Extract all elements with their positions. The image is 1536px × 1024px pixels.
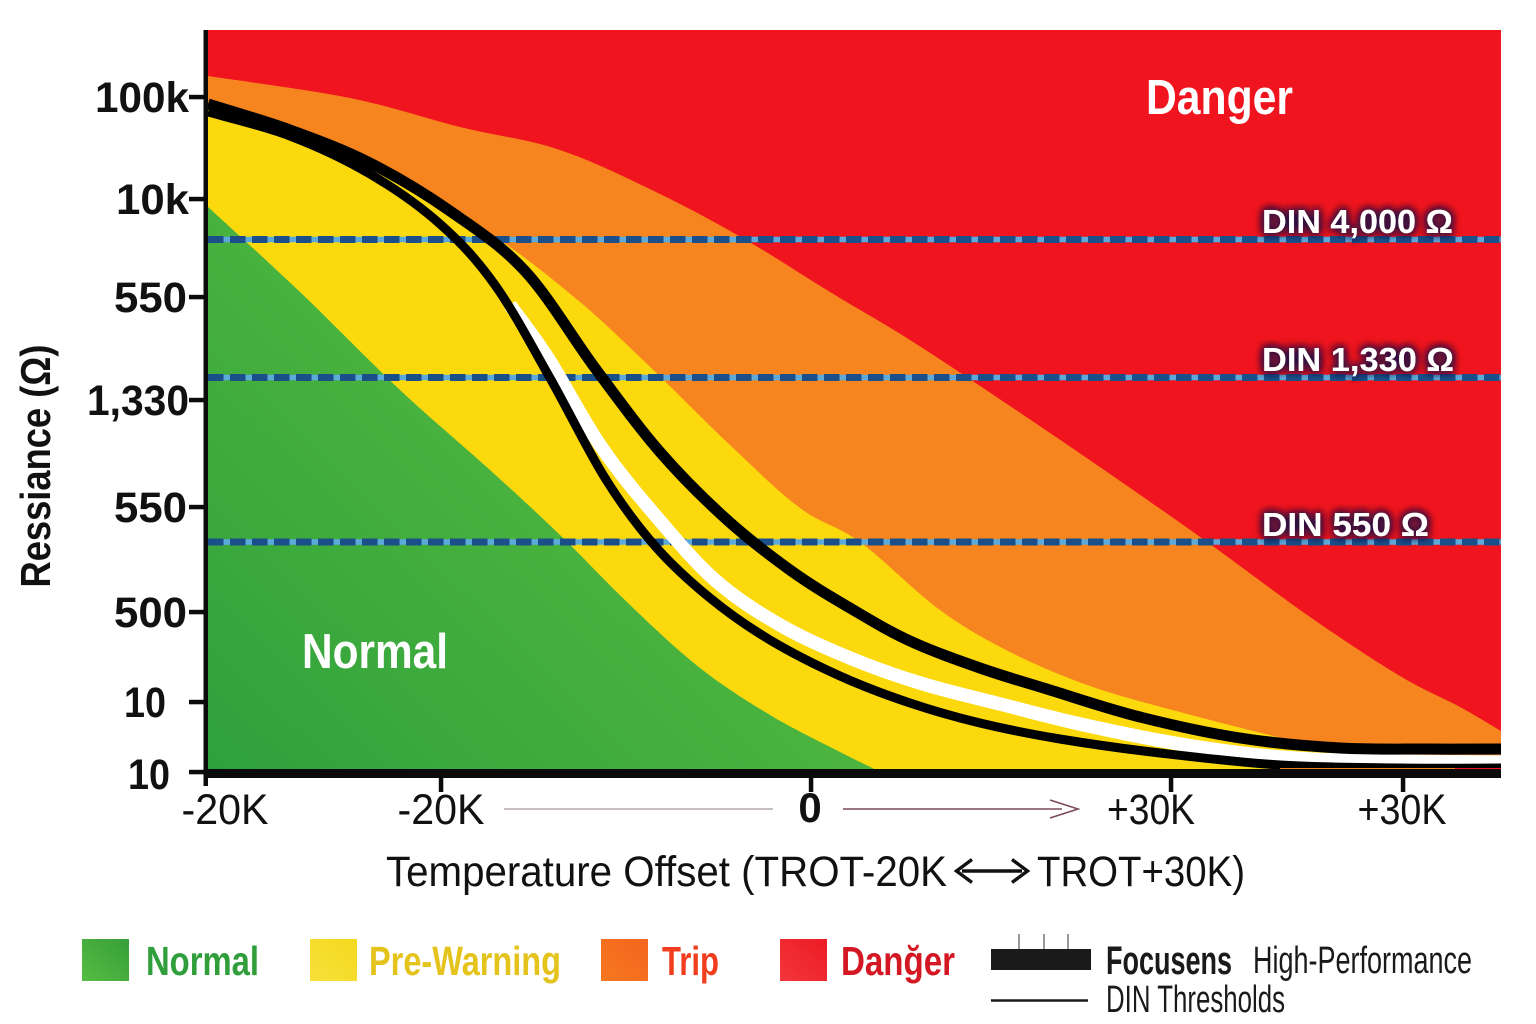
svg-text:Pre-Warning: Pre-Warning — [369, 938, 561, 984]
svg-text:550: 550 — [114, 274, 187, 322]
svg-text:1,330: 1,330 — [87, 377, 189, 425]
svg-text:DIN 1,330 Ω: DIN 1,330 Ω — [1262, 341, 1454, 378]
svg-text:DIN Thresholds: DIN Thresholds — [1106, 979, 1285, 1021]
svg-text:DIN 550 Ω: DIN 550 Ω — [1262, 506, 1429, 543]
svg-text:-20K: -20K — [398, 786, 485, 834]
svg-text:Trip: Trip — [662, 938, 719, 984]
svg-text:100k: 100k — [95, 74, 189, 122]
svg-text:Normal: Normal — [146, 938, 259, 984]
svg-text:Focusens: Focusens — [1106, 939, 1232, 983]
svg-text:10: 10 — [128, 751, 170, 799]
svg-text:Ressiance (Ω): Ressiance (Ω) — [12, 345, 59, 588]
svg-text:DIN 4,000 Ω: DIN 4,000 Ω — [1262, 203, 1453, 240]
svg-text:Temperature Offset (TROT-20K: Temperature Offset (TROT-20K — [386, 848, 947, 896]
svg-text:+30K: +30K — [1107, 786, 1195, 834]
svg-text:10: 10 — [124, 679, 166, 727]
svg-text:550: 550 — [114, 484, 187, 532]
svg-text:High-Performance: High-Performance — [1253, 940, 1472, 982]
svg-text:-20K: -20K — [182, 786, 269, 834]
svg-text:10k: 10k — [116, 176, 189, 224]
svg-text:500: 500 — [114, 589, 187, 637]
svg-text:Normal: Normal — [302, 625, 448, 679]
svg-text:+30K: +30K — [1358, 786, 1447, 834]
svg-text:TROT+30K): TROT+30K) — [1037, 848, 1245, 896]
svg-text:Danger: Danger — [1146, 71, 1293, 125]
svg-text:0: 0 — [798, 784, 821, 831]
svg-text:Danğer: Danğer — [841, 938, 955, 984]
